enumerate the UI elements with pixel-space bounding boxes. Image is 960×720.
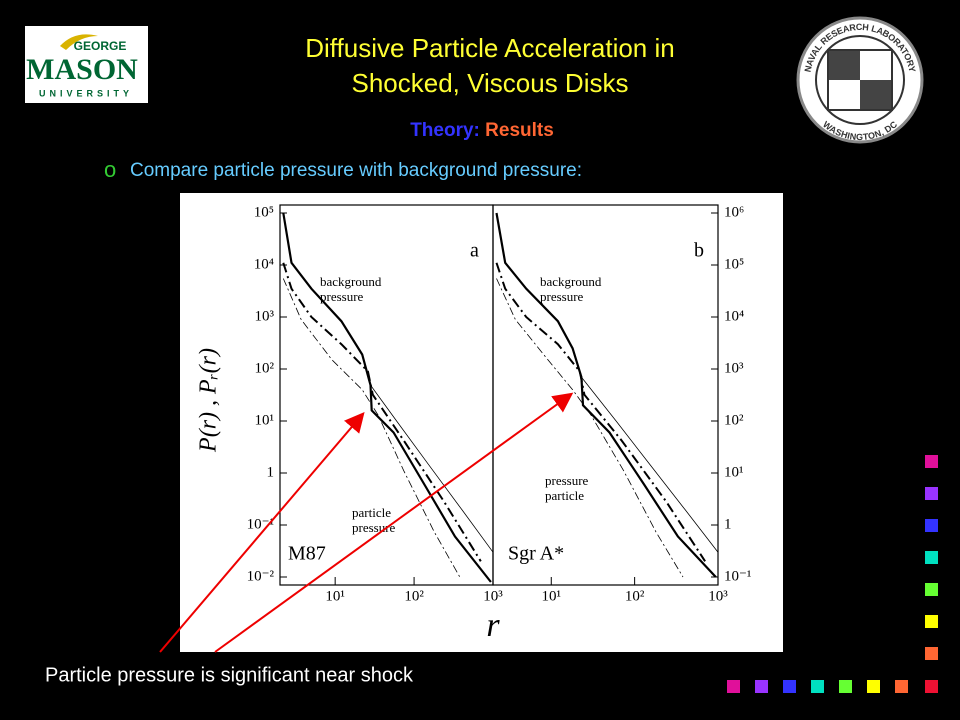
- y-tick-label: 10⁻²: [247, 568, 275, 584]
- y-tick-label: 10⁴: [254, 256, 274, 272]
- data-line: [370, 384, 494, 553]
- subtitle-rest: Results: [485, 120, 554, 141]
- y-tick-label: 10⁻¹: [247, 516, 274, 532]
- panel-label: b: [694, 240, 704, 262]
- x-tick-label: 10²: [404, 588, 424, 604]
- decoration: [727, 455, 938, 693]
- gmu-university: UNIVERSITY: [39, 88, 133, 98]
- nrl-shield: [827, 49, 893, 111]
- y-tick-label: 1: [724, 516, 732, 532]
- deco-square: [925, 583, 938, 596]
- subtitle-prefix: Theory:: [410, 120, 480, 141]
- deco-square: [925, 487, 938, 500]
- y-tick-label: 10⁵: [254, 204, 274, 220]
- x-tick-label: 10¹: [542, 588, 562, 604]
- annotation: pressure: [545, 473, 589, 488]
- data-line: [282, 278, 461, 578]
- annotation: pressure: [352, 520, 396, 535]
- nrl-quadrant: [828, 50, 860, 80]
- y-tick-label: 10²: [255, 360, 275, 376]
- title-line: Shocked, Viscous Disks: [352, 68, 629, 98]
- x-tick-label: 10¹: [325, 588, 345, 604]
- panel-name: Sgr A*: [508, 543, 564, 565]
- y-tick-label: 10⁶: [724, 204, 744, 220]
- arrow: [159, 411, 365, 653]
- title-line: Diffusive Particle Acceleration in: [305, 33, 674, 63]
- subtitle: Theory: Results: [410, 120, 554, 141]
- annotation: background: [320, 274, 382, 289]
- annotation: particle: [352, 505, 391, 520]
- data-line: [496, 278, 684, 578]
- annotation: pressure: [540, 289, 584, 304]
- deco-square: [925, 519, 938, 532]
- x-axis-label: r: [486, 607, 500, 644]
- deco-square: [783, 680, 796, 693]
- y-tick-label: 10²: [724, 412, 744, 428]
- annotation: background: [540, 274, 602, 289]
- panel-name: M87: [288, 543, 326, 565]
- y-tick-label: 10⁴: [724, 308, 744, 324]
- y-tick-label: 10⁵: [724, 256, 744, 272]
- gmu-george: GEORGE: [74, 39, 127, 53]
- deco-square: [755, 680, 768, 693]
- deco-square: [895, 680, 908, 693]
- data-line: [581, 376, 719, 553]
- deco-square: [925, 647, 938, 660]
- x-tick-label: 10²: [625, 588, 645, 604]
- y-tick-label: 10³: [724, 360, 744, 376]
- y-axis-label: P(r) , Pᵣ(r): [196, 348, 222, 453]
- y-tick-label: 10¹: [724, 464, 744, 480]
- gmu-logo: [25, 26, 148, 103]
- y-tick-label: 1: [267, 464, 275, 480]
- y-tick-label: 10⁻¹: [724, 568, 751, 584]
- bullet-marker: o: [104, 157, 116, 182]
- y-tick-label: 10¹: [255, 412, 275, 428]
- deco-square: [925, 615, 938, 628]
- deco-square: [925, 455, 938, 468]
- annotation: pressure: [320, 289, 364, 304]
- gmu-swoosh: [60, 34, 98, 50]
- deco-square: [839, 680, 852, 693]
- panel-label: a: [470, 240, 479, 262]
- deco-square: [811, 680, 824, 693]
- figure: P(r) , Pᵣ(r) r 10⁻² 10⁻¹ 1 10¹ 10² 10³ 10⁴ 10⁵ 10¹…: [196, 204, 751, 644]
- x-tick-label: 10³: [708, 588, 728, 604]
- caption: Particle pressure is significant near sh…: [45, 664, 414, 686]
- annotation: particle: [545, 488, 584, 503]
- data-line: [282, 262, 482, 562]
- gmu-mason: MASON: [26, 53, 138, 86]
- bullet-text: Compare particle pressure with backgroun…: [130, 160, 582, 181]
- deco-square: [925, 680, 938, 693]
- panel-frame: [492, 204, 719, 586]
- x-tick-label: 10³: [483, 588, 503, 604]
- deco-square: [925, 551, 938, 564]
- arrow: [214, 392, 574, 653]
- nrl-quadrant: [860, 80, 892, 110]
- deco-square: [727, 680, 740, 693]
- deco-square: [867, 680, 880, 693]
- y-tick-label: 10³: [255, 308, 275, 324]
